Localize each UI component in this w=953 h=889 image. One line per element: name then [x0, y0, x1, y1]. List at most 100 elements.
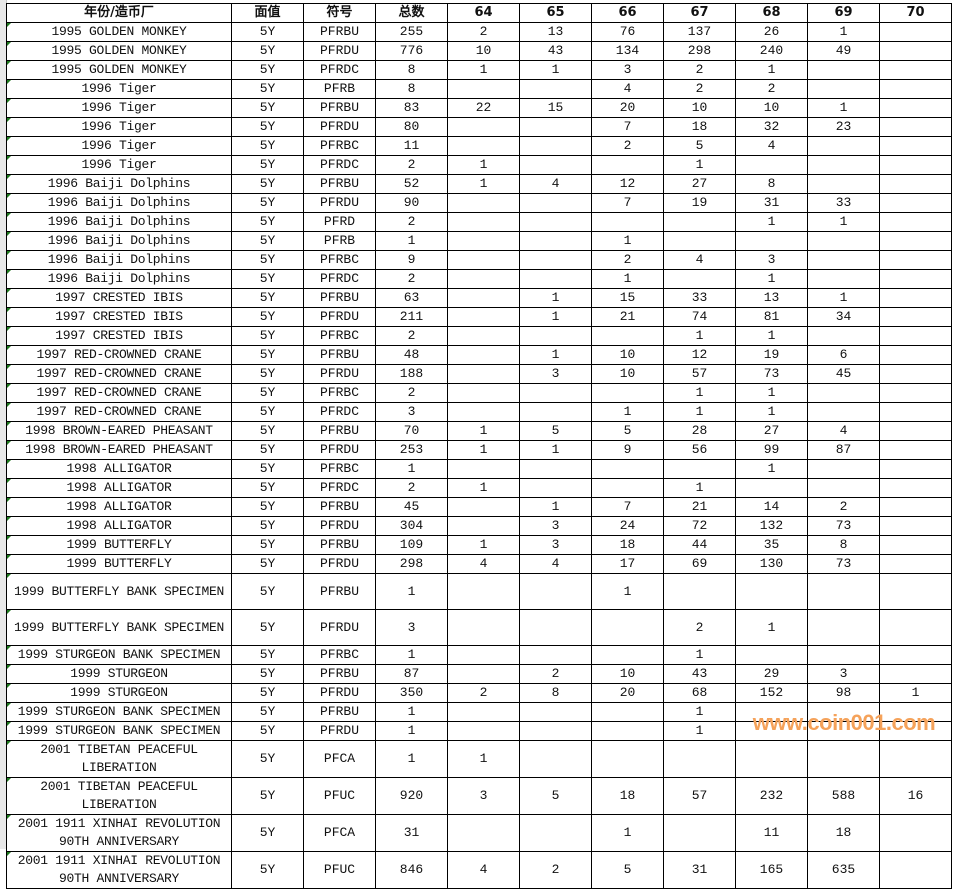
cell-year-mint[interactable]: 1997 CRESTED IBIS	[6, 288, 232, 308]
cell-g69[interactable]: 73	[807, 516, 880, 536]
cell-g68[interactable]: 1	[735, 60, 808, 80]
cell-g70[interactable]	[879, 136, 952, 156]
cell-g65[interactable]: 5	[519, 777, 592, 815]
cell-total[interactable]: 298	[375, 554, 448, 574]
cell-denomination[interactable]: 5Y	[231, 269, 304, 289]
cell-g70[interactable]: 1	[879, 683, 952, 703]
cell-g67[interactable]: 2	[663, 609, 736, 646]
cell-g64[interactable]: 1	[447, 174, 520, 194]
cell-g64[interactable]	[447, 573, 520, 610]
cell-year-mint[interactable]: 1997 RED-CROWNED CRANE	[6, 383, 232, 403]
cell-g67[interactable]: 137	[663, 22, 736, 42]
cell-symbol[interactable]: PFRDC	[303, 60, 376, 80]
cell-year-mint[interactable]: 1996 Baiji Dolphins	[6, 212, 232, 232]
cell-g70[interactable]	[879, 307, 952, 327]
cell-denomination[interactable]: 5Y	[231, 60, 304, 80]
cell-total[interactable]: 211	[375, 307, 448, 327]
cell-g69[interactable]: 87	[807, 440, 880, 460]
cell-g70[interactable]	[879, 60, 952, 80]
cell-symbol[interactable]: PFRBU	[303, 98, 376, 118]
cell-g69[interactable]: 1	[807, 22, 880, 42]
cell-g68[interactable]: 130	[735, 554, 808, 574]
cell-g65[interactable]: 3	[519, 364, 592, 384]
cell-g70[interactable]	[879, 664, 952, 684]
cell-denomination[interactable]: 5Y	[231, 497, 304, 517]
cell-g69[interactable]: 34	[807, 307, 880, 327]
cell-total[interactable]: 304	[375, 516, 448, 536]
cell-g67[interactable]: 1	[663, 402, 736, 422]
cell-total[interactable]: 1	[375, 573, 448, 610]
cell-g67[interactable]: 72	[663, 516, 736, 536]
cell-denomination[interactable]: 5Y	[231, 573, 304, 610]
cell-denomination[interactable]: 5Y	[231, 777, 304, 815]
cell-g66[interactable]: 5	[591, 421, 664, 441]
cell-g67[interactable]: 69	[663, 554, 736, 574]
cell-symbol[interactable]: PFRBU	[303, 174, 376, 194]
cell-denomination[interactable]: 5Y	[231, 664, 304, 684]
cell-g66[interactable]: 134	[591, 41, 664, 61]
cell-symbol[interactable]: PFRBU	[303, 497, 376, 517]
cell-year-mint[interactable]: 1999 BUTTERFLY BANK SPECIMEN	[6, 609, 232, 646]
cell-g65[interactable]: 4	[519, 174, 592, 194]
cell-g70[interactable]	[879, 645, 952, 665]
cell-g70[interactable]	[879, 851, 952, 889]
cell-year-mint[interactable]: 1999 STURGEON BANK SPECIMEN	[6, 645, 232, 665]
cell-year-mint[interactable]: 1998 BROWN-EARED PHEASANT	[6, 421, 232, 441]
cell-g64[interactable]	[447, 136, 520, 156]
cell-g67[interactable]: 10	[663, 98, 736, 118]
cell-total[interactable]: 188	[375, 364, 448, 384]
cell-g68[interactable]	[735, 645, 808, 665]
cell-g66[interactable]: 3	[591, 60, 664, 80]
cell-year-mint[interactable]: 1999 STURGEON BANK SPECIMEN	[6, 721, 232, 741]
cell-total[interactable]: 2	[375, 326, 448, 346]
cell-g69[interactable]	[807, 573, 880, 610]
cell-symbol[interactable]: PFRDU	[303, 364, 376, 384]
cell-year-mint[interactable]: 1999 BUTTERFLY	[6, 535, 232, 555]
cell-g68[interactable]	[735, 573, 808, 610]
cell-g65[interactable]	[519, 740, 592, 778]
cell-g64[interactable]: 2	[447, 683, 520, 703]
cell-year-mint[interactable]: 1998 ALLIGATOR	[6, 516, 232, 536]
column-header-g69[interactable]: 69	[807, 3, 880, 23]
cell-g65[interactable]	[519, 136, 592, 156]
cell-year-mint[interactable]: 1995 GOLDEN MONKEY	[6, 41, 232, 61]
cell-symbol[interactable]: PFRDU	[303, 721, 376, 741]
cell-year-mint[interactable]: 1997 RED-CROWNED CRANE	[6, 345, 232, 365]
cell-g69[interactable]: 635	[807, 851, 880, 889]
cell-g64[interactable]	[447, 497, 520, 517]
cell-g67[interactable]: 19	[663, 193, 736, 213]
cell-g69[interactable]: 588	[807, 777, 880, 815]
cell-symbol[interactable]: PFRDU	[303, 516, 376, 536]
cell-denomination[interactable]: 5Y	[231, 554, 304, 574]
cell-g67[interactable]: 298	[663, 41, 736, 61]
cell-symbol[interactable]: PFRD	[303, 212, 376, 232]
cell-year-mint[interactable]: 1997 CRESTED IBIS	[6, 307, 232, 327]
cell-g64[interactable]: 1	[447, 440, 520, 460]
cell-g65[interactable]	[519, 478, 592, 498]
cell-g64[interactable]: 1	[447, 478, 520, 498]
cell-g65[interactable]: 3	[519, 535, 592, 555]
cell-year-mint[interactable]: 2001 1911 XINHAI REVOLUTION 90TH ANNIVER…	[6, 814, 232, 852]
column-header-g65[interactable]: 65	[519, 3, 592, 23]
cell-g67[interactable]: 1	[663, 645, 736, 665]
cell-year-mint[interactable]: 1996 Baiji Dolphins	[6, 250, 232, 270]
cell-g69[interactable]	[807, 174, 880, 194]
cell-year-mint[interactable]: 1998 BROWN-EARED PHEASANT	[6, 440, 232, 460]
cell-g65[interactable]	[519, 326, 592, 346]
cell-symbol[interactable]: PFRDC	[303, 155, 376, 175]
cell-g68[interactable]	[735, 231, 808, 251]
cell-year-mint[interactable]: 1999 BUTTERFLY	[6, 554, 232, 574]
column-header-denomination[interactable]: 面值	[231, 3, 304, 23]
cell-g70[interactable]	[879, 288, 952, 308]
cell-g70[interactable]	[879, 79, 952, 99]
cell-g68[interactable]: 29	[735, 664, 808, 684]
cell-g66[interactable]	[591, 721, 664, 741]
cell-g64[interactable]	[447, 664, 520, 684]
cell-g65[interactable]	[519, 573, 592, 610]
cell-g66[interactable]: 7	[591, 193, 664, 213]
cell-total[interactable]: 48	[375, 345, 448, 365]
cell-total[interactable]: 109	[375, 535, 448, 555]
cell-symbol[interactable]: PFRDU	[303, 307, 376, 327]
cell-total[interactable]: 1	[375, 459, 448, 479]
cell-g65[interactable]: 43	[519, 41, 592, 61]
